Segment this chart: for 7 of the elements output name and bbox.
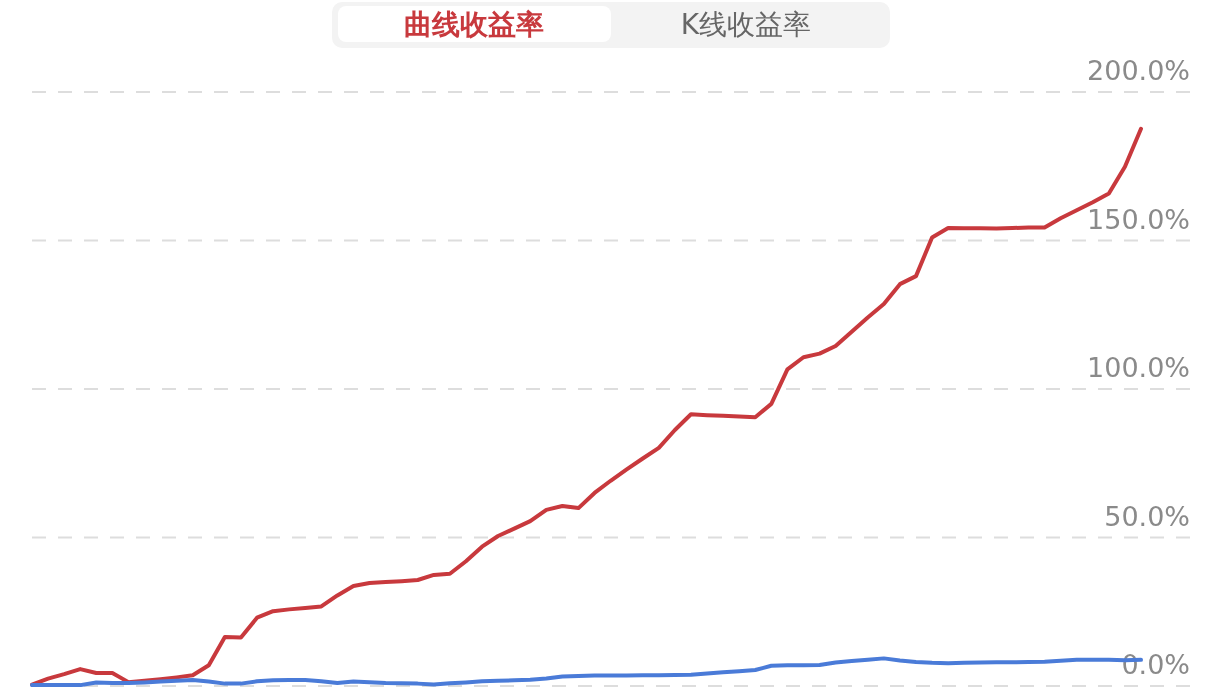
- y-tick-label: 0.0%: [1121, 649, 1190, 680]
- y-tick-label: 200.0%: [1087, 55, 1190, 86]
- text: 曲线收益率: [404, 8, 544, 41]
- y-tick-label: 100.0%: [1087, 352, 1190, 383]
- y-tick-label: 50.0%: [1104, 500, 1190, 532]
- y-tick-label: 150.0%: [1087, 203, 1190, 235]
- text: K线收益率: [680, 8, 812, 41]
